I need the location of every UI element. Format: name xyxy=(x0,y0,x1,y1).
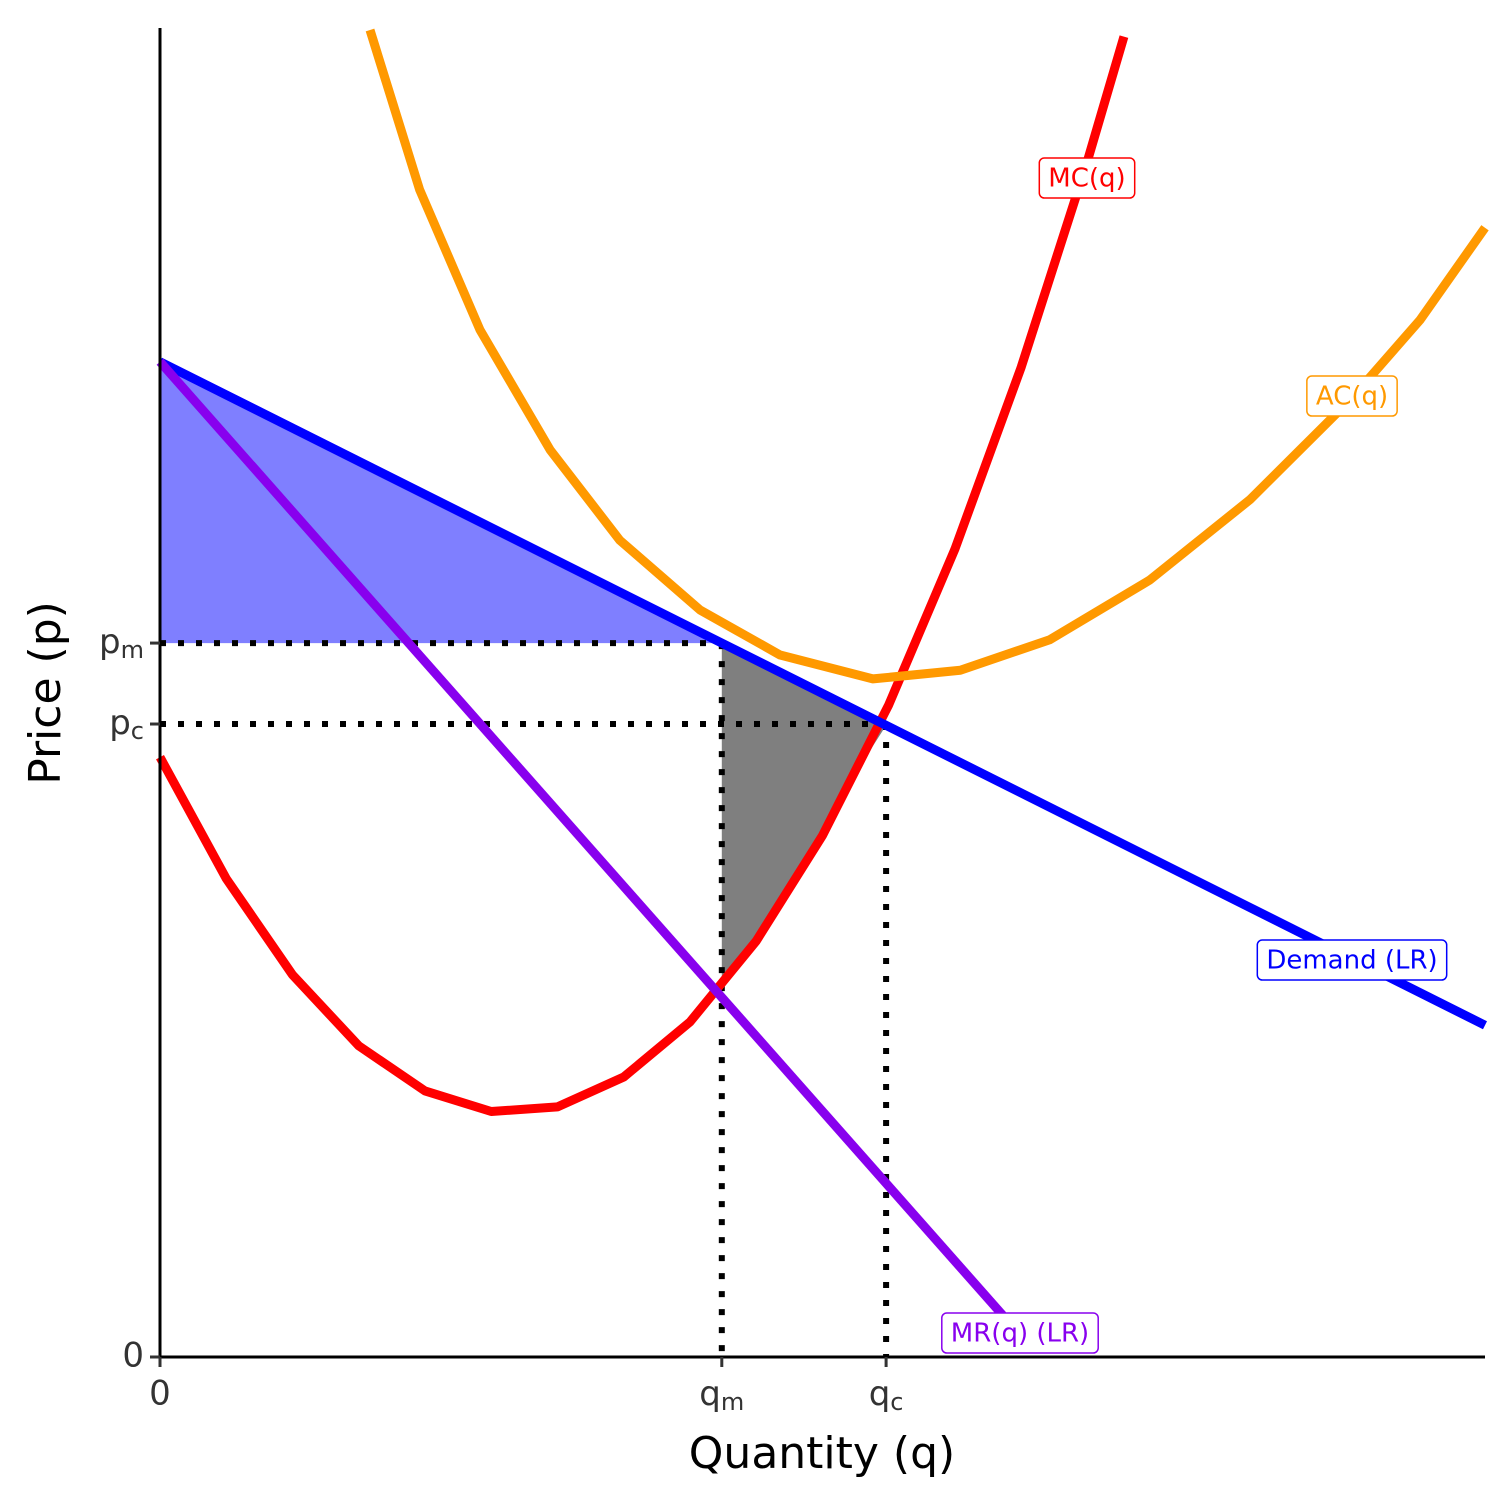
curve-label-box xyxy=(1038,157,1136,199)
curve xyxy=(365,28,1489,684)
curve xyxy=(156,358,1007,1319)
curve xyxy=(156,35,1129,1117)
y-tick-label: 0 xyxy=(122,1336,144,1376)
x-axis-title: Quantity (q) xyxy=(689,1428,955,1479)
y-axis-title: Price (p) xyxy=(20,601,71,785)
x-tick-label: qc xyxy=(869,1374,904,1417)
curve-label: AC(q) xyxy=(1316,382,1388,412)
curve-label: MR(q) (LR) xyxy=(951,1319,1089,1349)
y-tick-label: pm xyxy=(99,622,144,665)
x-tick-label: 0 xyxy=(149,1374,171,1414)
curve xyxy=(157,357,1488,1030)
curve-label-box xyxy=(1256,939,1448,981)
curve-label-box xyxy=(1306,375,1398,417)
curve-label-box xyxy=(941,1312,1099,1354)
x-tick-label: qm xyxy=(699,1374,744,1417)
curve-label: MC(q) xyxy=(1048,164,1125,194)
guides xyxy=(160,640,890,1357)
y-tick-label: pc xyxy=(109,703,144,746)
shaded-area xyxy=(721,643,887,987)
labels: MC(q) AC(q) Demand (LR) MR(q) (LR) xyxy=(941,157,1448,1354)
ticks: 0 qm qc 0 pc pm xyxy=(99,622,903,1416)
curves xyxy=(156,28,1489,1319)
curve-label: Demand (LR) xyxy=(1266,946,1437,976)
